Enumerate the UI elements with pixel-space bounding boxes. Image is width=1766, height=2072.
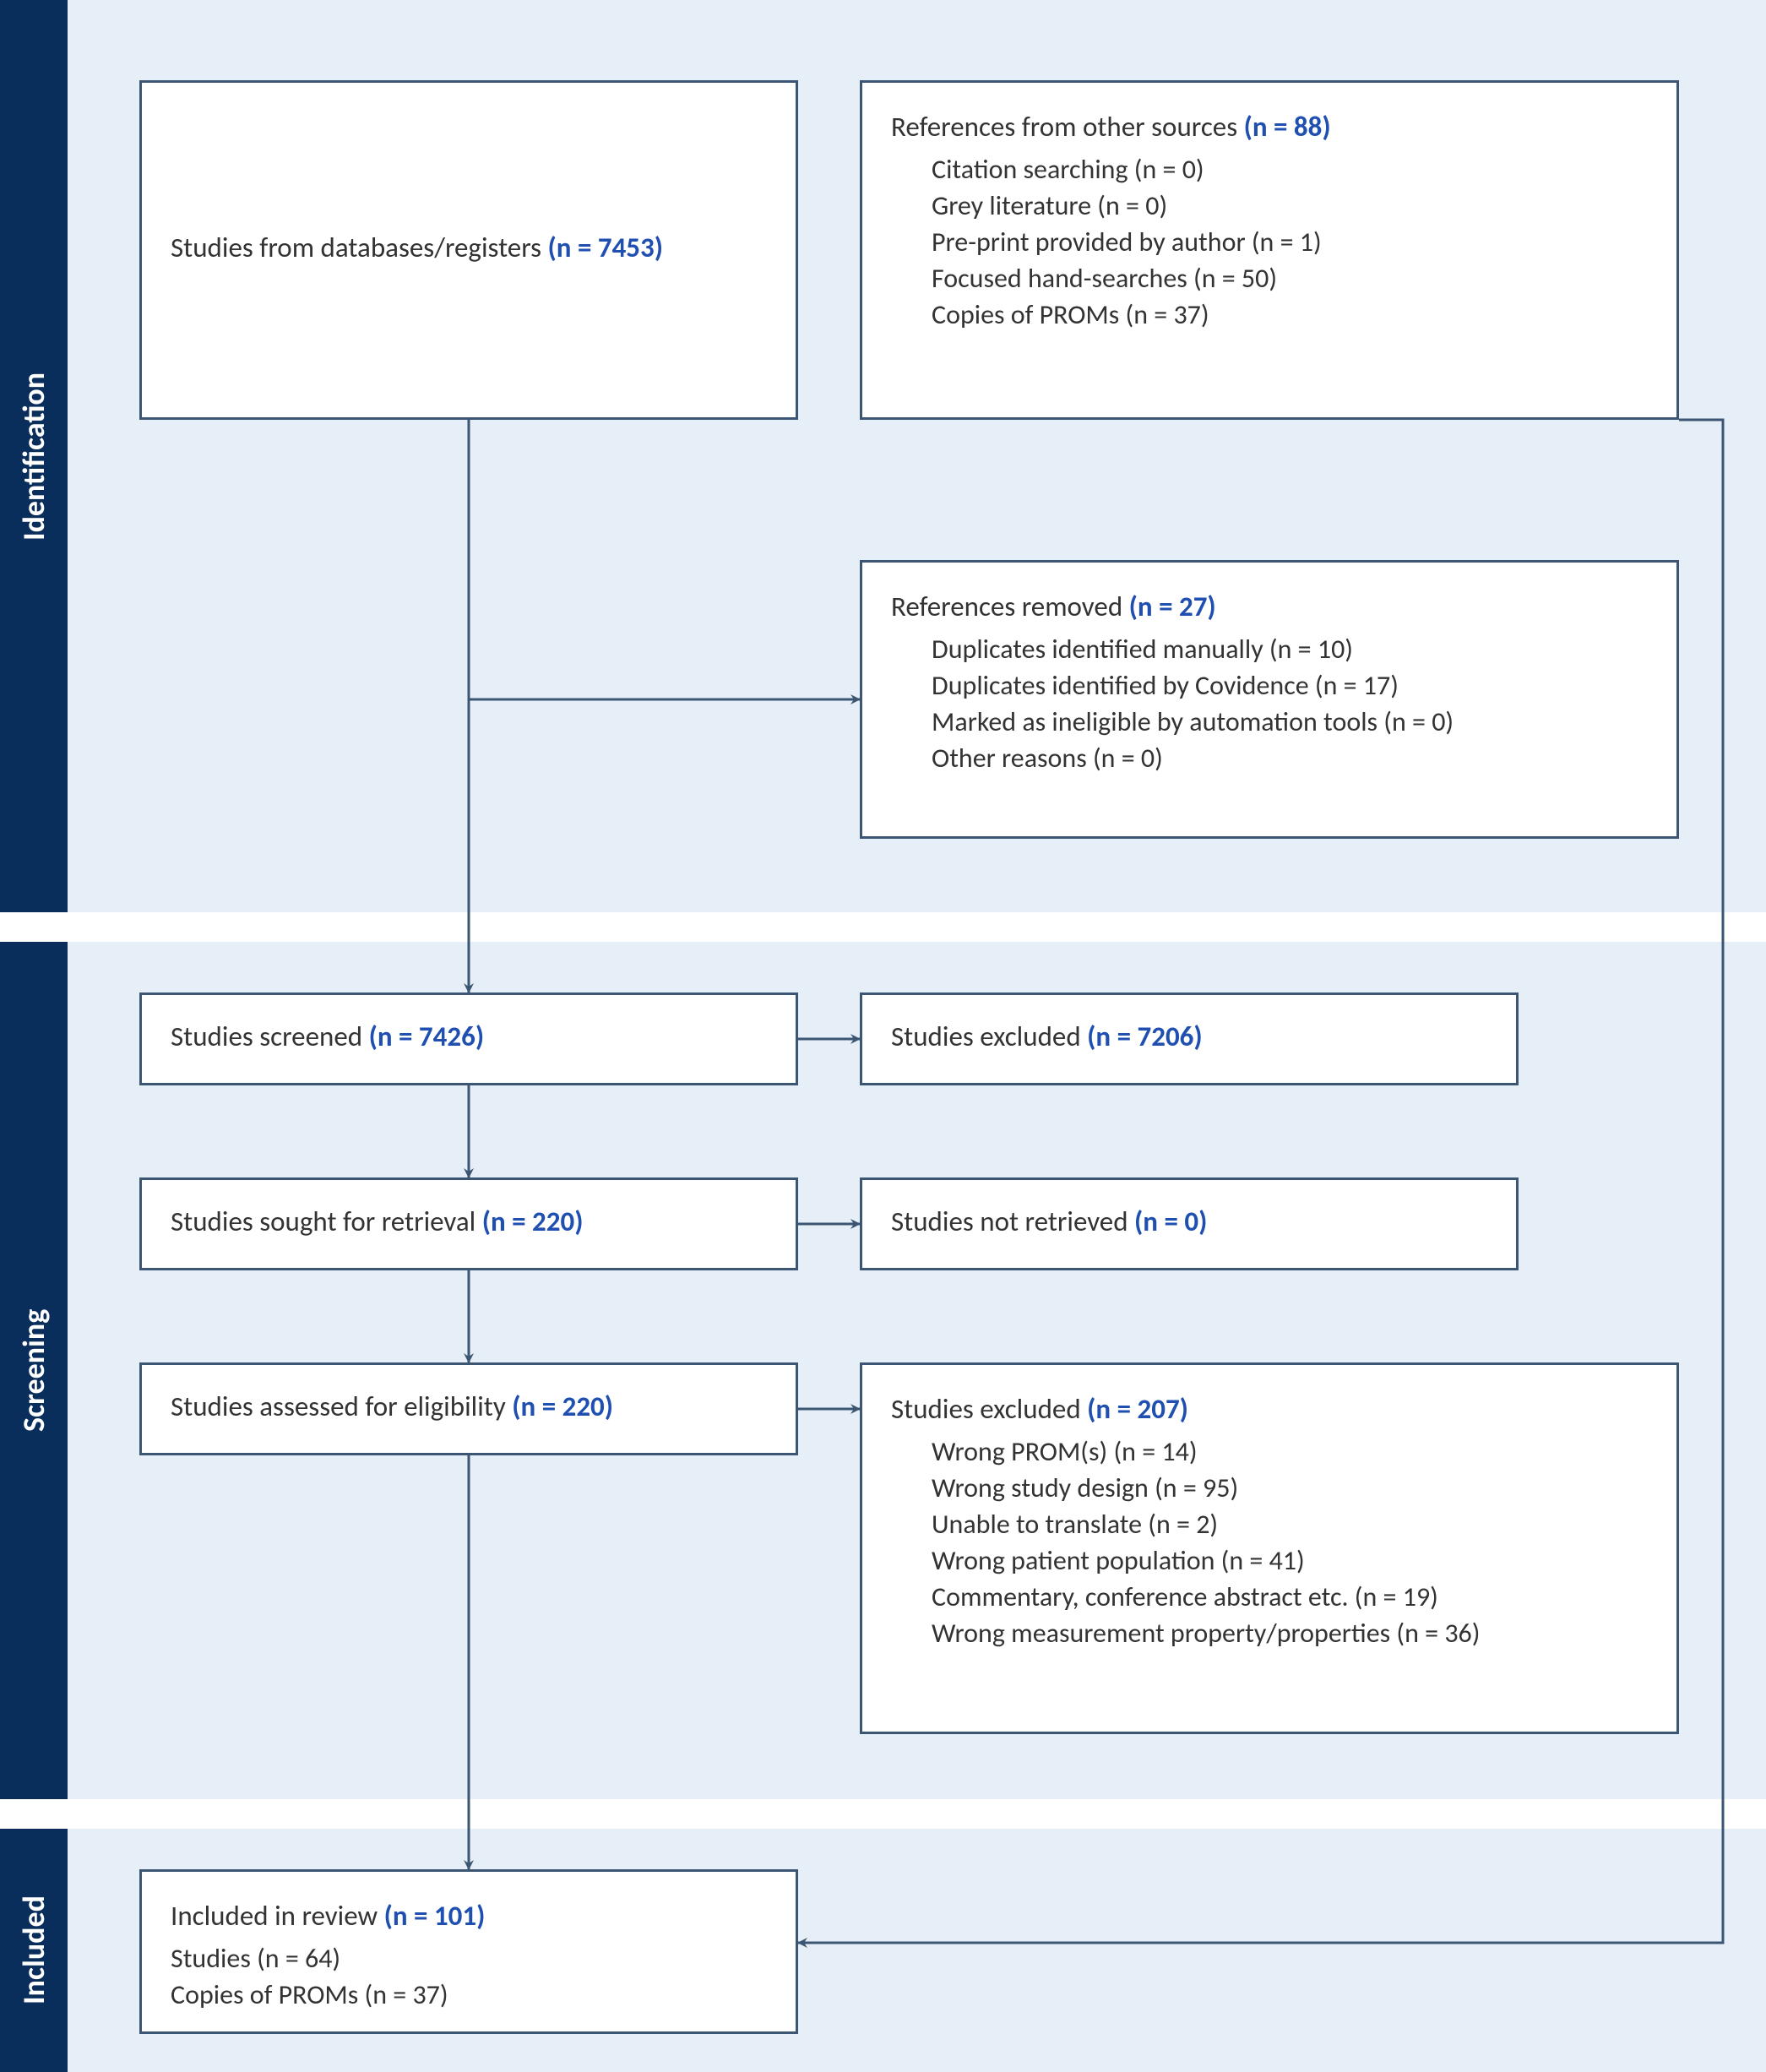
box-title-text: Studies excluded: [891, 1020, 1087, 1053]
flow-box-b5: Studies excluded (n = 7206): [860, 992, 1519, 1085]
flow-box-b6: Studies sought for retrieval (n = 220): [139, 1177, 798, 1270]
box-n-value: (n = 7426): [369, 1020, 485, 1053]
identification-label-text: Identification: [15, 372, 52, 540]
box-title-text: Studies sought for retrieval: [171, 1205, 482, 1238]
flow-box-b2: References from other sources (n = 88) Ci…: [860, 80, 1679, 420]
included-label: Included: [0, 1829, 68, 2072]
flow-box-b10: Included in review (n = 101) Studies (n =…: [139, 1869, 798, 2034]
box-title-text: Studies not retrieved: [891, 1205, 1134, 1238]
box-title-text: References removed: [891, 590, 1129, 623]
box-sub-line: Unable to translate (n = 2): [891, 1506, 1648, 1542]
box-title: Studies excluded (n = 207): [891, 1390, 1648, 1428]
box-n-value: (n = 88): [1244, 110, 1331, 144]
screening-label-text: Screening: [15, 1309, 52, 1432]
box-n-value: (n = 101): [384, 1899, 486, 1933]
box-title: Studies from databases/registers (n = 74…: [171, 229, 663, 267]
box-title: Studies screened (n = 7426): [171, 1018, 484, 1056]
flow-box-b9: Studies excluded (n = 207) Wrong PROM(s) …: [860, 1362, 1679, 1734]
box-title-text: Studies assessed for eligibility: [171, 1389, 512, 1423]
included-label-text: Included: [15, 1896, 52, 2005]
box-title: Studies sought for retrieval (n = 220): [171, 1203, 584, 1241]
box-n-value: (n = 27): [1129, 590, 1216, 623]
box-sub-line: Copies of PROMs (n = 37): [171, 1977, 767, 2013]
box-n-value: (n = 220): [482, 1205, 584, 1238]
flow-box-b4: Studies screened (n = 7426): [139, 992, 798, 1085]
box-title-text: References from other sources: [891, 110, 1244, 144]
box-n-value: (n = 0): [1134, 1205, 1207, 1238]
box-title: Studies not retrieved (n = 0): [891, 1203, 1207, 1241]
box-n-value: (n = 7453): [548, 231, 664, 264]
box-title: Studies assessed for eligibility (n = 22…: [171, 1388, 613, 1426]
box-title-text: Studies excluded: [891, 1392, 1087, 1426]
box-sub-line: Focused hand-searches (n = 50): [891, 260, 1648, 296]
box-n-value: (n = 7206): [1087, 1020, 1203, 1053]
box-title-text: Studies from databases/registers: [171, 231, 548, 264]
box-sub-line: Wrong measurement property/properties (n…: [891, 1615, 1648, 1651]
box-title: References from other sources (n = 88): [891, 108, 1648, 146]
box-sub-line: Duplicates identified by Covidence (n = …: [891, 667, 1648, 704]
box-sub-line: Pre-print provided by author (n = 1): [891, 224, 1648, 260]
box-sub-line: Studies (n = 64): [171, 1940, 767, 1977]
flow-box-b1: Studies from databases/registers (n = 74…: [139, 80, 798, 420]
box-title: Included in review (n = 101): [171, 1897, 767, 1935]
box-n-value: (n = 207): [1087, 1392, 1188, 1426]
flow-box-b8: Studies assessed for eligibility (n = 22…: [139, 1362, 798, 1455]
box-n-value: (n = 220): [512, 1389, 613, 1423]
flow-box-b3: References removed (n = 27) Duplicates id…: [860, 560, 1679, 839]
box-sub-line: Marked as ineligible by automation tools…: [891, 704, 1648, 740]
box-sub-line: Other reasons (n = 0): [891, 740, 1648, 776]
box-title: Studies excluded (n = 7206): [891, 1018, 1203, 1056]
identification-label: Identification: [0, 0, 68, 912]
box-sub-line: Commentary, conference abstract etc. (n …: [891, 1579, 1648, 1615]
box-sub-line: Citation searching (n = 0): [891, 151, 1648, 188]
box-sub-line: Duplicates identified manually (n = 10): [891, 631, 1648, 667]
box-title: References removed (n = 27): [891, 588, 1648, 626]
box-sub-line: Wrong PROM(s) (n = 14): [891, 1433, 1648, 1470]
box-sub-line: Wrong patient population (n = 41): [891, 1542, 1648, 1579]
box-title-text: Studies screened: [171, 1020, 369, 1053]
box-sub-line: Copies of PROMs (n = 37): [891, 296, 1648, 333]
prisma-flow-diagram: Identification Screening Included Studie…: [0, 0, 1766, 2072]
box-title-text: Included in review: [171, 1899, 384, 1933]
screening-label: Screening: [0, 942, 68, 1799]
flow-box-b7: Studies not retrieved (n = 0): [860, 1177, 1519, 1270]
box-sub-line: Wrong study design (n = 95): [891, 1470, 1648, 1506]
box-sub-line: Grey literature (n = 0): [891, 188, 1648, 224]
